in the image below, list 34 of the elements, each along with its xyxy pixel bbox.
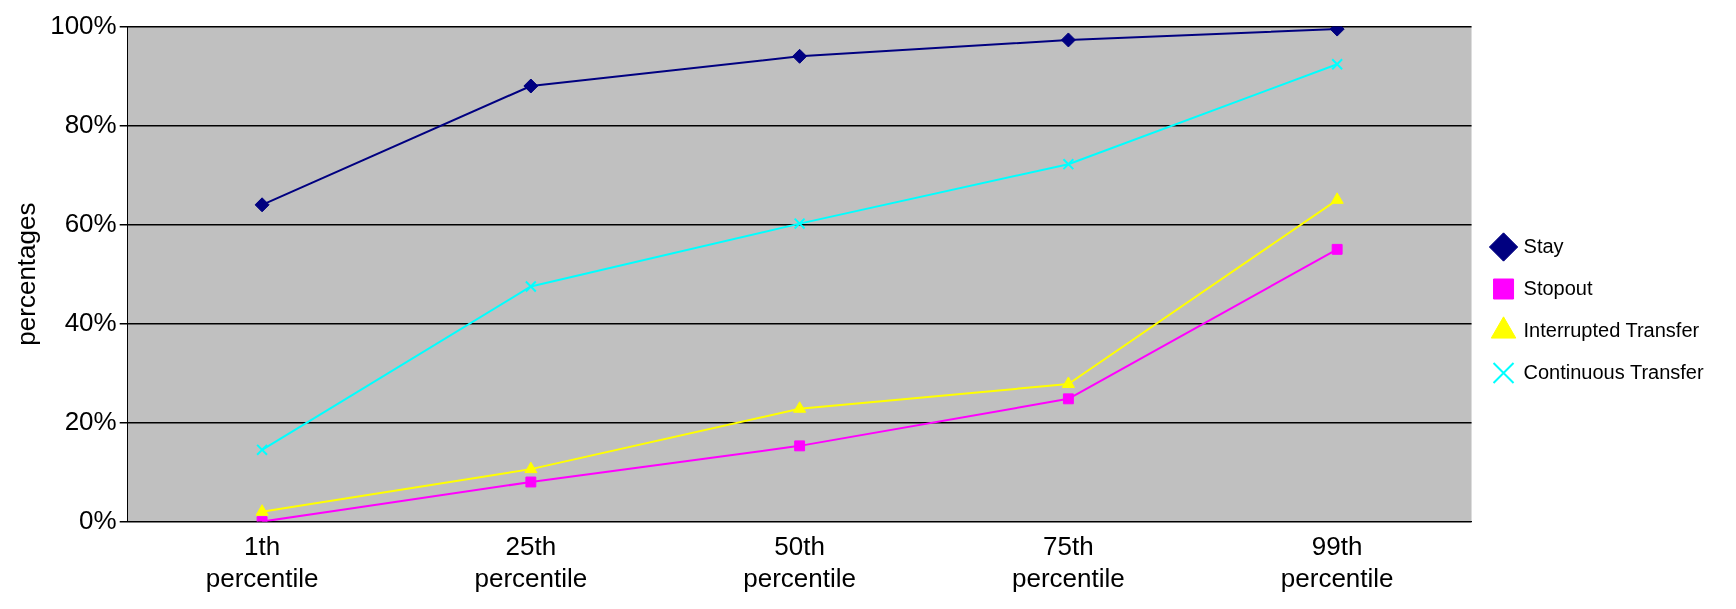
point	[1331, 58, 1344, 71]
y-tick-label: 60%	[64, 207, 117, 238]
legend-label: Interrupted Transfer	[1523, 318, 1700, 341]
x-tick-label: 1th percentile	[205, 531, 319, 593]
point	[524, 461, 538, 474]
point	[792, 48, 808, 64]
point	[794, 440, 806, 452]
y-tick-label: 40%	[64, 306, 117, 337]
point	[255, 504, 269, 516]
point	[1062, 158, 1075, 171]
point	[524, 280, 537, 293]
point	[793, 401, 807, 413]
point	[1330, 192, 1344, 204]
legend-label: Continuous Transfer	[1523, 360, 1704, 383]
y-tick-label: 0%	[79, 504, 117, 535]
y-tick-label: 20%	[64, 405, 117, 436]
point	[254, 197, 270, 213]
x-tick-label: 25th percentile	[474, 531, 588, 593]
y-tick-label: 80%	[64, 108, 117, 139]
y-tick-label: 100%	[50, 9, 117, 40]
point	[1331, 243, 1343, 255]
point	[793, 217, 806, 230]
y-axis-title: percentages	[10, 202, 41, 346]
point	[256, 443, 269, 456]
point	[1062, 393, 1074, 405]
x-tick-label: 50th percentile	[743, 531, 856, 593]
legend-label: Stopout	[1523, 276, 1593, 299]
x-tick-label: 99th percentile	[1280, 531, 1394, 593]
x-tick-label: 75th percentile	[1012, 531, 1125, 593]
point	[1061, 376, 1075, 388]
legend-label: Stay	[1523, 234, 1564, 257]
point	[523, 78, 539, 94]
point	[1060, 32, 1076, 48]
point	[525, 476, 537, 488]
